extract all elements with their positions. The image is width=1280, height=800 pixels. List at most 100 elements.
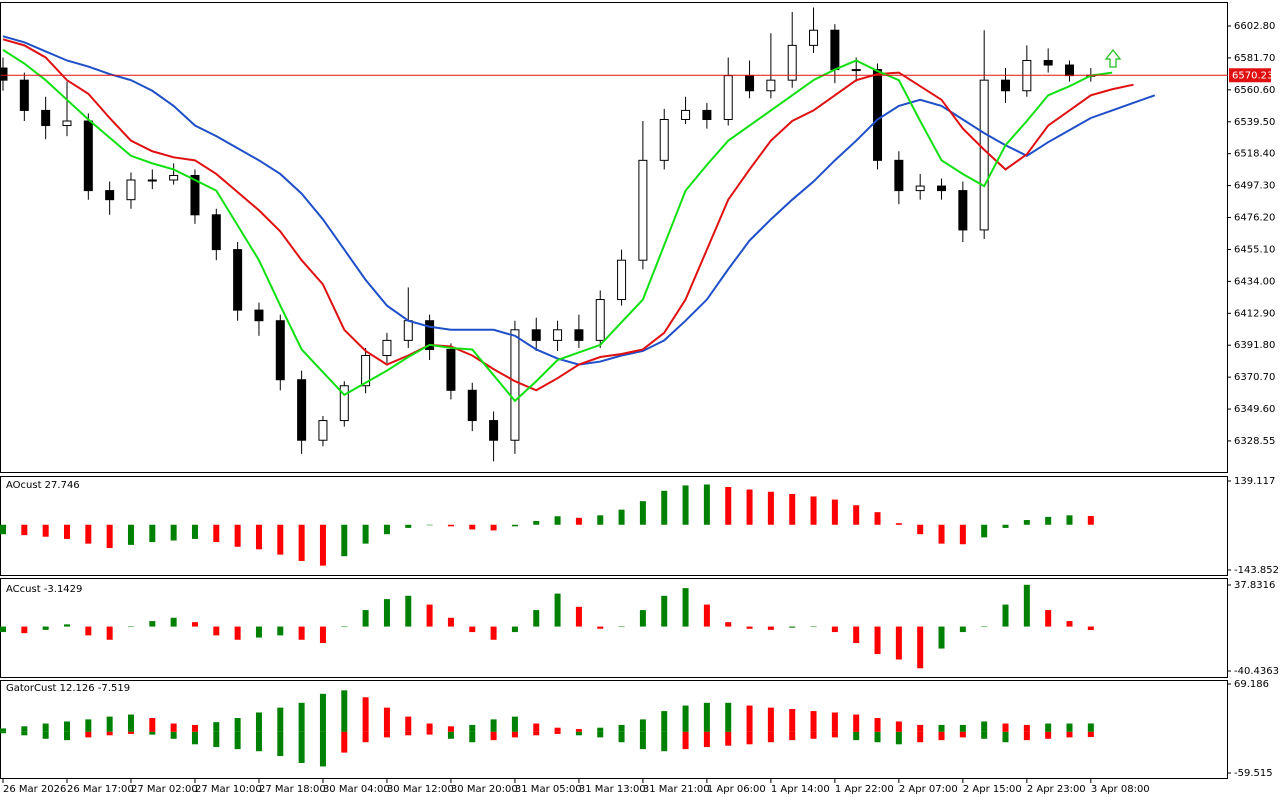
y-tick-label: 6412.90 (1234, 308, 1275, 319)
histogram-bar (554, 731, 561, 734)
histogram-bar (405, 731, 412, 736)
candle-body (339, 385, 349, 422)
histogram-bar (490, 731, 497, 741)
histogram-bar (21, 524, 28, 536)
candle-body (979, 79, 989, 231)
signal-arrow (1104, 48, 1122, 68)
histogram-bar (191, 524, 198, 539)
price-panel (0, 2, 1228, 473)
histogram-bar (277, 707, 284, 732)
histogram-bar (1066, 731, 1073, 738)
histogram-bar (426, 731, 433, 735)
candle-body (318, 420, 328, 441)
histogram-bar (85, 626, 92, 636)
candle-body (894, 159, 904, 192)
histogram-bar (639, 501, 646, 525)
histogram-bar (85, 524, 92, 544)
candle-body (958, 190, 968, 231)
indicator-title: AOcust 27.746 (6, 480, 80, 491)
histogram-bar (831, 712, 838, 732)
histogram-bar (0, 728, 6, 732)
histogram-bar (618, 731, 625, 743)
candle-body (233, 249, 243, 311)
candle-body (126, 179, 136, 201)
histogram-bar (575, 729, 582, 732)
histogram-bar (511, 731, 518, 738)
candle-body (425, 320, 435, 350)
histogram-bar (831, 626, 838, 633)
histogram-bar (618, 509, 625, 525)
histogram-bar (362, 697, 369, 732)
histogram-bar (682, 705, 689, 732)
histogram-bar (85, 719, 92, 732)
histogram-bar (106, 716, 113, 732)
histogram-bar (810, 731, 817, 739)
histogram-bar (746, 731, 753, 745)
candle-body (915, 185, 925, 192)
y-tick-label: 6539.50 (1234, 117, 1275, 128)
candle-body (169, 174, 179, 181)
histogram-bar (618, 724, 625, 732)
histogram-bar (191, 622, 198, 627)
histogram-bar (383, 731, 390, 738)
histogram-bar (511, 524, 518, 527)
histogram-bar (789, 709, 796, 732)
y-tick-label: 6476.20 (1234, 213, 1275, 224)
histogram-bar (1023, 724, 1030, 732)
x-tick-label: 27 Mar 18:00 (259, 784, 326, 795)
candle-body (851, 69, 861, 72)
candle-body (275, 320, 285, 381)
histogram-bar (767, 707, 774, 732)
y-tick-label: 69.186 (1234, 679, 1269, 690)
histogram-bar (725, 622, 732, 627)
x-tick-label: 2 Apr 15:00 (963, 784, 1022, 795)
histogram-bar (426, 723, 433, 732)
histogram-bar (703, 731, 710, 748)
histogram-bar (831, 499, 838, 525)
candle-body (19, 79, 29, 111)
histogram-bar (895, 721, 902, 732)
histogram-bar (1066, 515, 1073, 525)
x-tick-label: 31 Mar 13:00 (579, 784, 646, 795)
histogram-bar (255, 731, 262, 752)
histogram-bar (853, 626, 860, 644)
candle-body (0, 67, 8, 81)
histogram-bar (533, 723, 540, 732)
histogram-bar (1002, 723, 1009, 732)
alligator-line (2, 49, 1113, 403)
histogram-bar (682, 588, 689, 627)
alligator-line (2, 38, 1134, 392)
histogram-bar (874, 718, 881, 732)
histogram-bar (1002, 731, 1009, 743)
histogram-bar (554, 727, 561, 732)
histogram-bar (234, 626, 241, 640)
histogram-bar (639, 731, 646, 750)
candle-body (83, 120, 93, 192)
x-tick-label: 1 Apr 22:00 (835, 784, 894, 795)
histogram-bar (127, 626, 134, 628)
candle-body (297, 379, 307, 441)
y-tick-label: 6581.70 (1234, 53, 1275, 64)
histogram-bar (789, 626, 796, 628)
y-tick-label: 6328.55 (1234, 436, 1275, 447)
candle-body (830, 29, 840, 71)
histogram-bar (703, 484, 710, 525)
histogram-bar (106, 524, 113, 549)
histogram-bar (277, 626, 284, 636)
histogram-bar (789, 493, 796, 525)
histogram-bar (853, 505, 860, 525)
candle-body (489, 420, 499, 441)
histogram-bar (319, 626, 326, 644)
histogram-bar (597, 731, 604, 738)
histogram-bar (170, 723, 177, 732)
histogram-bar (810, 626, 817, 628)
histogram-bar (63, 731, 70, 741)
x-tick-label: 27 Mar 02:00 (131, 784, 198, 795)
histogram-bar (277, 524, 284, 555)
histogram-bar (191, 731, 198, 745)
histogram-bar (874, 512, 881, 525)
histogram-bar (447, 726, 454, 732)
ao-panel (0, 476, 1228, 576)
candle-body (1001, 79, 1011, 92)
x-tick-label: 30 Mar 20:00 (451, 784, 518, 795)
